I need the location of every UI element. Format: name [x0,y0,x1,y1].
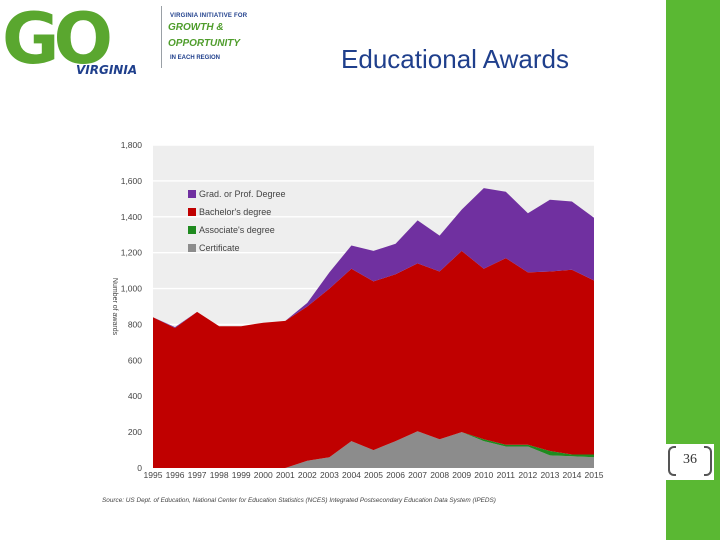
educational-awards-chart: 0 200 400 600 800 1,000 1,200 1,400 1,600 1,800 19… [102,140,604,504]
logo-tagline-growth: GROWTH & [168,22,224,33]
logo-virginia-text: VIRGINIA [76,63,138,77]
page-bracket-right [704,446,712,476]
legend-label: Certificate [199,243,240,253]
y-tick-label: 1,600 [121,176,143,186]
x-tick-label: 2001 [276,470,295,480]
x-tick-label: 2014 [562,470,581,480]
page-number: 36 [683,452,697,467]
y-axis-label: Number of awards [111,278,118,336]
y-tick-label: 0 [137,463,142,473]
area-series-certificate [153,431,594,468]
logo-tagline-region: IN EACH REGION [170,55,221,61]
x-tick-label: 2002 [298,470,317,480]
legend-swatch [188,226,196,234]
x-tick-label: 2009 [452,470,471,480]
x-tick-label: 2013 [540,470,559,480]
logo-tagline-opportunity: OPPORTUNITY [168,38,241,49]
y-tick-label: 1,400 [121,212,143,222]
x-tick-label: 1996 [166,470,185,480]
logo-divider [161,6,162,68]
x-tick-label: 2007 [408,470,427,480]
logo-tagline-initiative: VIRGINIA INITIATIVE FOR [170,13,248,19]
y-tick-label: 1,800 [121,140,143,150]
x-tick-label: 2008 [430,470,449,480]
x-tick-label: 2010 [474,470,493,480]
legend-swatch [188,190,196,198]
x-tick-label: 2003 [320,470,339,480]
y-tick-label: 1,200 [121,248,143,258]
legend-label: Associate's degree [199,225,275,235]
slide-title: Educational Awards [341,44,569,74]
y-tick-label: 1,000 [121,284,143,294]
logo-go-text: GO [2,0,113,80]
legend-label: Grad. or Prof. Degree [199,189,286,199]
page-bracket-left [668,446,676,476]
x-tick-label: 1995 [144,470,163,480]
x-tick-label: 1997 [188,470,207,480]
go-virginia-logo: GO VIRGINIA VIRGINIA INITIATIVE FOR GROW… [0,0,260,90]
x-tick-label: 2004 [342,470,361,480]
y-tick-label: 800 [128,319,142,329]
area-series-bachelor-s-degree [153,250,594,468]
legend-swatch [188,208,196,216]
chart-source-note: Source: US Dept. of Education, National … [102,497,496,504]
area-series-grad-or-prof-degree [153,188,594,328]
legend-label: Bachelor's degree [199,207,271,217]
legend-swatch [188,244,196,252]
x-tick-label: 2005 [364,470,383,480]
y-tick-label: 600 [128,355,142,365]
y-tick-label: 400 [128,391,142,401]
x-tick-label: 1998 [210,470,229,480]
x-tick-label: 2015 [585,470,604,480]
x-tick-label: 2011 [497,470,516,480]
y-tick-label: 200 [128,427,142,437]
x-tick-label: 2012 [518,470,537,480]
x-tick-label: 1999 [232,470,251,480]
x-tick-label: 2000 [254,470,273,480]
x-tick-label: 2006 [386,470,405,480]
area-series-associate-s-degree [153,431,594,468]
